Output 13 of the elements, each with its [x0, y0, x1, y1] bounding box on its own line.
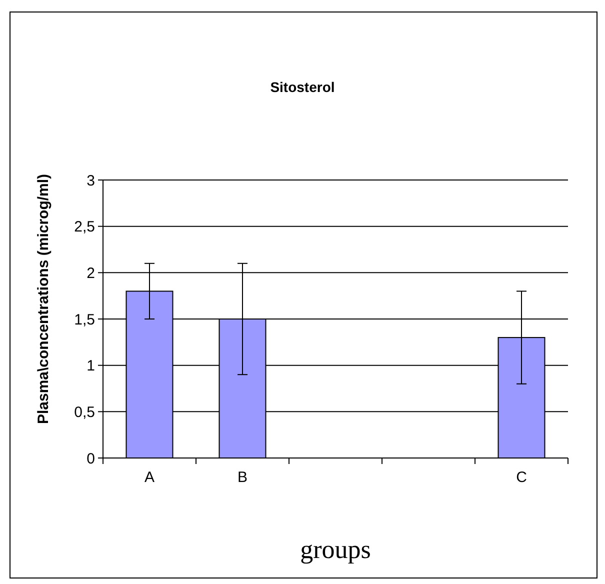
y-tick-label: 0 [86, 450, 95, 468]
y-axis-title: Plasma\concentrations (microg/ml) [35, 174, 52, 424]
y-tick-label: 0,5 [74, 404, 95, 421]
y-tick-label: 3 [86, 172, 95, 190]
x-tick-label: B [237, 469, 248, 486]
x-axis-title: groups [300, 535, 371, 564]
x-tick-label: A [144, 469, 155, 486]
x-tick-label: C [516, 469, 528, 486]
y-tick-label: 2,5 [74, 218, 95, 236]
y-tick-label: 1,5 [74, 311, 95, 328]
chart-title: Sitosterol [270, 79, 335, 95]
y-tick-label: 1 [86, 358, 95, 375]
y-tick-label: 2 [86, 264, 95, 282]
